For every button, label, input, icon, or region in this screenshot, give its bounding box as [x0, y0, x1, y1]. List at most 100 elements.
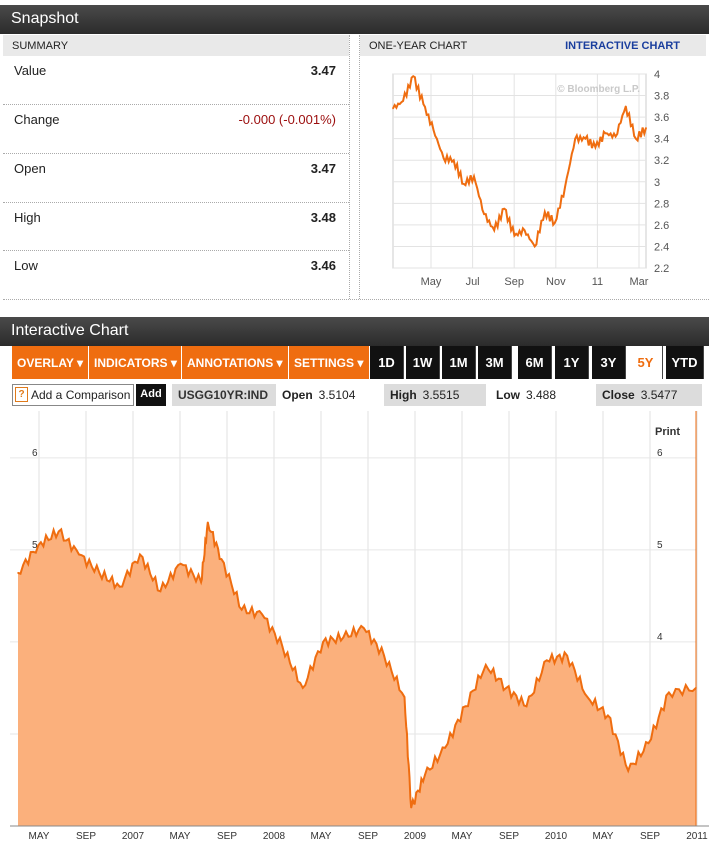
- low-stat: Low 3.488: [490, 384, 596, 406]
- x-tick-label: SEP: [358, 831, 378, 842]
- comparison-placeholder: Add a Comparison: [31, 388, 131, 402]
- y-tick-label: 4: [657, 632, 663, 643]
- data-point: [614, 135, 617, 138]
- indicators-menu[interactable]: INDICATORS ▾: [89, 346, 182, 379]
- x-tick-label: 2009: [404, 831, 427, 842]
- data-point: [668, 691, 670, 694]
- data-point: [523, 229, 526, 232]
- data-point: [604, 132, 607, 135]
- x-tick-label: MAY: [29, 831, 50, 842]
- menu-label: OVERLAY: [17, 356, 74, 370]
- low-label: Low: [496, 388, 520, 402]
- data-point: [493, 229, 495, 232]
- one-year-chart-header: ONE-YEAR CHART INTERACTIVE CHART: [360, 35, 706, 56]
- x-tick-label: MAY: [311, 831, 332, 842]
- range-1d-button[interactable]: 1D: [370, 346, 404, 379]
- snapshot-header: Snapshot: [0, 5, 709, 34]
- close-stat: Close 3.5477: [596, 384, 702, 406]
- range-1m-button[interactable]: 1M: [442, 346, 476, 379]
- range-ytd-button[interactable]: YTD: [666, 346, 704, 379]
- data-point: [566, 654, 568, 657]
- data-point: [627, 769, 629, 772]
- data-point: [78, 553, 80, 556]
- plot-area: [392, 73, 647, 269]
- range-3m-button[interactable]: 3M: [478, 346, 512, 379]
- data-point: [505, 687, 507, 689]
- y-tick-label: 5: [32, 540, 38, 551]
- x-tick-label: Nov: [546, 276, 566, 288]
- data-point: [635, 137, 637, 140]
- y-tick-label: 3.8: [654, 91, 669, 103]
- data-point: [118, 585, 121, 588]
- help-icon[interactable]: ?: [15, 387, 28, 402]
- data-point: [584, 137, 587, 140]
- x-tick-label: 2011: [686, 831, 708, 842]
- range-5y-button[interactable]: 5Y: [629, 346, 663, 379]
- summary-value: 3.46: [310, 258, 336, 273]
- overlay-menu[interactable]: OVERLAY ▾: [12, 346, 89, 379]
- data-point: [463, 183, 465, 185]
- x-tick-label: 11: [592, 276, 603, 288]
- data-point: [483, 213, 485, 215]
- range-1w-button[interactable]: 1W: [406, 346, 440, 379]
- ticker-symbol: USGG10YR:IND: [172, 384, 276, 406]
- y-tick-label: 5: [657, 540, 663, 551]
- data-point: [594, 146, 597, 149]
- data-point: [301, 687, 304, 689]
- open-value: 3.5104: [318, 388, 356, 402]
- data-point: [362, 627, 365, 629]
- data-point: [422, 103, 425, 105]
- summary-row-high: High 3.48: [3, 203, 349, 252]
- data-point: [432, 129, 435, 131]
- data-point: [546, 659, 548, 662]
- y-tick-label: 3.2: [654, 155, 669, 167]
- interactive-chart-link[interactable]: INTERACTIVE CHART: [565, 40, 680, 52]
- x-tick-label: 2010: [545, 831, 568, 842]
- menu-label: ANNOTATIONS: [187, 356, 274, 370]
- print-link[interactable]: Print: [655, 426, 680, 438]
- data-point: [525, 705, 528, 708]
- snapshot-separator: [349, 35, 350, 299]
- x-tick-label: MAY: [170, 831, 191, 842]
- data-point: [57, 530, 60, 533]
- data-point: [37, 544, 40, 547]
- row-divider: [3, 250, 349, 251]
- row-divider: [3, 202, 349, 203]
- y-tick-label: 6: [32, 448, 38, 459]
- menu-label: INDICATORS: [94, 356, 168, 370]
- price-series-line: [17, 522, 697, 808]
- close-value: 3.5477: [640, 388, 678, 402]
- y-tick-label: 2.8: [654, 198, 669, 210]
- summary-row-change: Change -0.000 (-0.001%): [3, 105, 349, 154]
- data-point: [207, 521, 209, 524]
- high-label: High: [390, 388, 417, 402]
- data-point: [452, 159, 455, 162]
- x-tick-label: SEP: [76, 831, 96, 842]
- x-tick-label: SEP: [640, 831, 660, 842]
- data-point: [261, 613, 263, 616]
- settings-menu[interactable]: SETTINGS ▾: [289, 346, 370, 379]
- data-point: [464, 705, 467, 708]
- data-point: [586, 696, 589, 698]
- high-stat: High 3.5515: [384, 384, 486, 406]
- chart-toolbar: OVERLAY ▾ INDICATORS ▾ ANNOTATIONS ▾ SET…: [12, 346, 704, 379]
- data-point: [473, 175, 475, 178]
- annotations-menu[interactable]: ANNOTATIONS ▾: [182, 346, 289, 379]
- comparison-input[interactable]: ? Add a Comparison: [12, 384, 134, 406]
- data-point: [200, 581, 202, 583]
- open-stat: Open 3.5104: [276, 384, 384, 406]
- y-tick-label: 2.4: [654, 241, 669, 253]
- data-point: [485, 664, 487, 666]
- y-tick-label: 3: [654, 177, 660, 189]
- range-6m-button[interactable]: 6M: [518, 346, 552, 379]
- add-comparison-button[interactable]: Add: [136, 384, 166, 406]
- data-point: [98, 572, 101, 574]
- open-label: Open: [282, 388, 313, 402]
- x-tick-label: MAY: [452, 831, 473, 842]
- data-point: [159, 590, 162, 593]
- summary-label: High: [14, 210, 41, 225]
- range-3y-button[interactable]: 3Y: [592, 346, 626, 379]
- range-1y-button[interactable]: 1Y: [555, 346, 589, 379]
- data-point: [403, 696, 406, 698]
- data-point: [533, 245, 536, 248]
